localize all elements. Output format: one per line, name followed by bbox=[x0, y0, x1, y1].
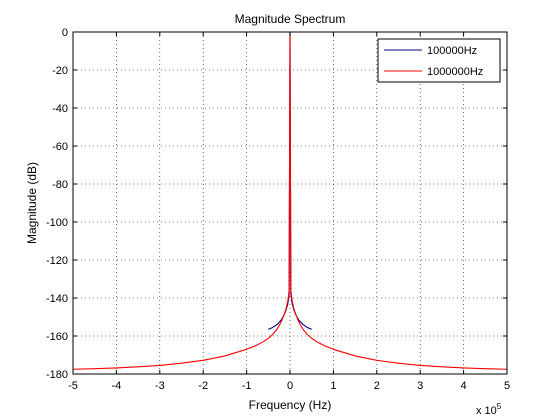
x-axis-multiplier: x 105 bbox=[476, 402, 502, 417]
y-tick-label: -20 bbox=[52, 65, 68, 77]
legend-label-1000000hz: 1000000Hz bbox=[427, 66, 483, 78]
y-tick-label: -120 bbox=[46, 255, 68, 267]
x-tick-label: 5 bbox=[504, 380, 510, 392]
chart-title: Magnitude Spectrum bbox=[235, 12, 346, 26]
legend-label-100000hz: 100000Hz bbox=[427, 45, 477, 57]
y-tick-label: -100 bbox=[46, 217, 68, 229]
x-tick-label: -1 bbox=[242, 380, 252, 392]
y-tick-label: -180 bbox=[46, 369, 68, 381]
x-tick-label: -4 bbox=[112, 380, 122, 392]
y-tick-label: 0 bbox=[62, 27, 68, 39]
x-tick-label: 2 bbox=[374, 380, 380, 392]
x-tick-label: -2 bbox=[198, 380, 208, 392]
y-tick-label: -160 bbox=[46, 331, 68, 343]
ticks bbox=[72, 31, 508, 375]
x-tick-label: 4 bbox=[461, 380, 467, 392]
x-tick-label: 3 bbox=[417, 380, 423, 392]
x-axis-multiplier-exponent: 5 bbox=[497, 402, 502, 411]
x-axis-label: Frequency (Hz) bbox=[249, 398, 332, 412]
x-tick-label: 1 bbox=[330, 380, 336, 392]
x-tick-label: -5 bbox=[68, 380, 78, 392]
legend-box bbox=[377, 38, 501, 83]
y-tick-label: -140 bbox=[46, 293, 68, 305]
tick-labels: -5 -4 -3 -2 -1 0 1 2 3 4 5 0 -20 -40 -60 -80 -100 -120 -14… bbox=[46, 27, 510, 392]
y-tick-label: -40 bbox=[52, 103, 68, 115]
y-axis-label: Magnitude (dB) bbox=[25, 162, 39, 244]
legend: 100000Hz 1000000Hz bbox=[377, 38, 501, 83]
x-tick-label: 0 bbox=[287, 380, 293, 392]
x-axis-multiplier-base: x 10 bbox=[476, 405, 497, 417]
y-tick-label: -60 bbox=[52, 141, 68, 153]
y-tick-label: -80 bbox=[52, 179, 68, 191]
x-tick-label: -3 bbox=[155, 380, 165, 392]
